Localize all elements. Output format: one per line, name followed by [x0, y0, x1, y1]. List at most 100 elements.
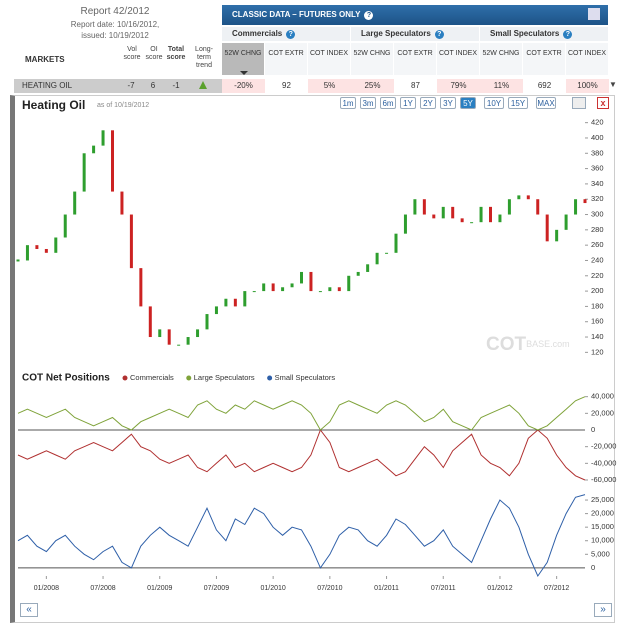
help[interactable]: ?	[286, 30, 296, 39]
range-button[interactable]: 15Y	[508, 97, 528, 109]
y-tick-label: 260	[591, 240, 604, 249]
candle	[366, 264, 370, 272]
x-tick-label: 07/2008	[90, 585, 115, 592]
sub-header[interactable]: 52W CHNG	[222, 43, 265, 75]
candle	[375, 252, 379, 265]
candle	[356, 271, 360, 276]
candle	[517, 195, 521, 200]
candle	[54, 237, 58, 253]
candle	[574, 199, 578, 215]
y-tick-label: 25,000	[591, 495, 614, 504]
candle	[309, 271, 313, 292]
group-header: Commercials?	[222, 27, 350, 41]
close[interactable]: x	[597, 97, 609, 109]
candle	[148, 306, 152, 338]
help[interactable]: ?	[434, 30, 444, 39]
y-tick-label: 140	[591, 332, 604, 341]
candle	[328, 287, 332, 292]
x-tick-label: 01/2008	[34, 585, 59, 592]
sub-header[interactable]: COT INDEX	[437, 43, 480, 75]
prev[interactable]: «	[20, 603, 38, 617]
candle	[82, 153, 86, 192]
x-tick-label: 01/2009	[147, 585, 172, 592]
range-button[interactable]: 3m	[360, 97, 376, 109]
cell: 11%	[480, 79, 523, 93]
sub-header[interactable]: 52W CHNG	[351, 43, 394, 75]
range-button[interactable]: 6m	[380, 97, 396, 109]
range-button[interactable]: 2Y	[420, 97, 436, 109]
candle	[385, 252, 389, 254]
sub-header[interactable]: COT INDEX	[566, 43, 609, 75]
candle	[526, 195, 530, 200]
print[interactable]	[588, 8, 600, 20]
y-tick-label: 0	[591, 563, 595, 572]
classic-title: CLASSIC DATA – FUTURES ONLY	[232, 10, 361, 19]
sub-header[interactable]: COT INDEX	[308, 43, 351, 75]
candle	[25, 245, 29, 261]
candle	[394, 233, 398, 253]
report: Report 42/2012	[80, 6, 150, 17]
group-name: Large Speculators	[361, 29, 431, 38]
x-tick-label: 07/2012	[544, 585, 569, 592]
trend-header: Long-term trend	[195, 46, 213, 69]
y-tick-label: 120	[591, 347, 604, 356]
legend-swatch	[267, 375, 273, 381]
legend-label: Small Speculators	[275, 373, 336, 382]
candle	[300, 271, 303, 284]
help[interactable]: ?	[563, 30, 573, 39]
legend-swatch	[186, 375, 192, 381]
cell: 100%	[566, 79, 609, 93]
scroll[interactable]: ▼	[609, 80, 617, 89]
cell: -20%	[222, 79, 265, 93]
range-button[interactable]: 1Y	[400, 97, 416, 109]
candle	[422, 199, 426, 215]
candle	[337, 287, 341, 292]
group-name: Small Speculators	[490, 29, 560, 38]
sub-header[interactable]: 52W CHNG	[480, 43, 523, 75]
candle	[564, 214, 568, 230]
candle	[158, 329, 162, 338]
x-tick-label: 07/2010	[317, 585, 342, 592]
x-tick-label: 07/2011	[431, 585, 456, 592]
next[interactable]: »	[594, 603, 612, 617]
range-button[interactable]: MAX	[536, 97, 556, 109]
cell: 79%	[437, 79, 480, 93]
score: -1	[172, 81, 180, 90]
panel-title: Heating Oil	[22, 98, 86, 112]
candle	[233, 298, 237, 307]
series-line	[17, 396, 586, 431]
candle	[262, 283, 266, 292]
range-button[interactable]: 5Y	[460, 97, 476, 109]
score: -7	[127, 81, 135, 90]
candle	[111, 130, 114, 192]
candle	[583, 199, 587, 204]
y-tick-label: -20,000	[591, 442, 616, 451]
candle	[252, 291, 256, 293]
range-button[interactable]: 1m	[340, 97, 356, 109]
candle	[432, 214, 436, 219]
help[interactable]: ?	[364, 11, 374, 20]
range-button[interactable]: 10Y	[484, 97, 504, 109]
y-tick-label: 380	[591, 148, 604, 157]
y-tick-label: 400	[591, 133, 604, 142]
candle	[73, 191, 77, 215]
sort-marker	[240, 71, 248, 75]
sub-header[interactable]: COT EXTR	[523, 43, 566, 75]
row-bg	[14, 79, 222, 93]
candle	[290, 283, 294, 288]
group-name: Commercials	[232, 29, 283, 38]
print-chart[interactable]	[572, 97, 586, 109]
cell: 92	[282, 81, 291, 90]
y-tick-label: 320	[591, 194, 604, 203]
sub-header[interactable]: COT EXTR	[265, 43, 308, 75]
range-button[interactable]: 3Y	[440, 97, 456, 109]
watermark-main: COT	[486, 334, 527, 355]
x-tick-label: 01/2012	[487, 585, 512, 592]
y-tick-label: 280	[591, 225, 604, 234]
y-tick-label: -40,000	[591, 458, 616, 467]
sub-header[interactable]: COT EXTR	[394, 43, 437, 75]
candle	[507, 199, 511, 215]
candle	[205, 314, 209, 330]
y-tick-label: 5,000	[591, 549, 610, 558]
